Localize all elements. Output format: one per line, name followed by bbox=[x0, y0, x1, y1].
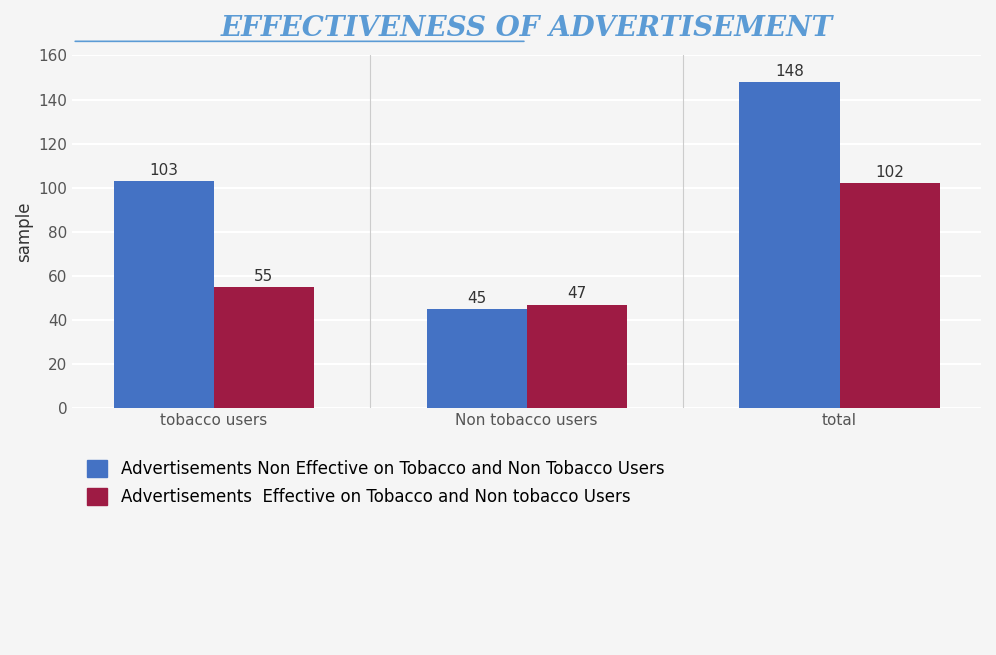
Bar bbox=[527, 305, 626, 408]
Legend: Advertisements Non Effective on Tobacco and Non Tobacco Users, Advertisements  E: Advertisements Non Effective on Tobacco … bbox=[81, 453, 671, 513]
Text: 55: 55 bbox=[254, 269, 274, 284]
Bar bbox=[214, 287, 314, 408]
Title: EFFECTIVENESS OF ADVERTISEMENT: EFFECTIVENESS OF ADVERTISEMENT bbox=[221, 15, 833, 42]
Bar bbox=[739, 82, 840, 408]
Text: 103: 103 bbox=[149, 163, 178, 178]
Text: 45: 45 bbox=[467, 291, 486, 306]
Text: 148: 148 bbox=[775, 64, 804, 79]
Bar bbox=[114, 181, 214, 408]
Bar bbox=[426, 309, 527, 408]
Text: 102: 102 bbox=[875, 165, 904, 180]
Bar bbox=[840, 183, 939, 408]
Y-axis label: sample: sample bbox=[15, 202, 33, 262]
Text: 47: 47 bbox=[567, 286, 587, 301]
